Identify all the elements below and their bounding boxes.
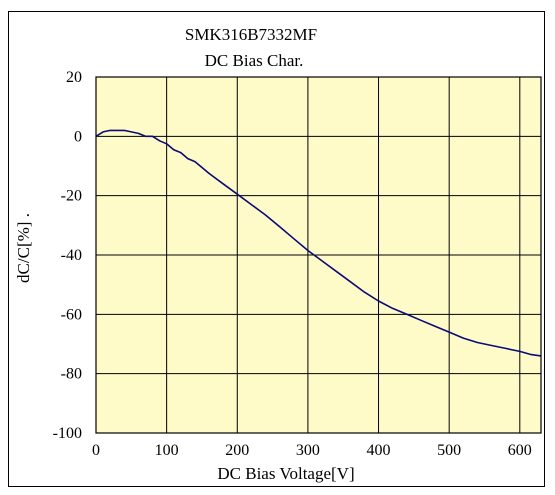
x-tick-label: 200: [225, 442, 249, 459]
x-tick-label: 100: [155, 442, 179, 459]
chart-frame: SMK316B7332MF DC Bias Char. 0 100 200 300 40…: [8, 11, 545, 487]
dc-bias-chart: SMK316B7332MF DC Bias Char. 0 100 200 300 40…: [14, 25, 542, 483]
x-axis-label: DC Bias Voltage[V]: [217, 464, 354, 483]
y-tick-label: 20: [66, 69, 82, 86]
series-layer: [95, 129, 542, 357]
y-tick-label: -100: [53, 425, 82, 442]
x-tick-label: 300: [296, 442, 320, 459]
chart-subtitle: DC Bias Char.: [205, 51, 304, 70]
plot-border: [95, 76, 542, 434]
series-line: [95, 129, 542, 357]
y-tick-label: -40: [61, 247, 82, 264]
x-tick-label: 500: [437, 442, 461, 459]
x-tick-label: 0: [92, 442, 100, 459]
chart-title: SMK316B7332MF: [185, 25, 317, 44]
y-tick-label: -60: [61, 306, 82, 323]
y-axis-label: dC/C[%] .: [14, 213, 33, 283]
y-tick-label: 0: [74, 128, 82, 145]
x-tick-label: 600: [508, 442, 532, 459]
y-tick-label: -80: [61, 366, 82, 383]
y-tick-label: -20: [61, 188, 82, 205]
x-tick-label: 400: [367, 442, 391, 459]
